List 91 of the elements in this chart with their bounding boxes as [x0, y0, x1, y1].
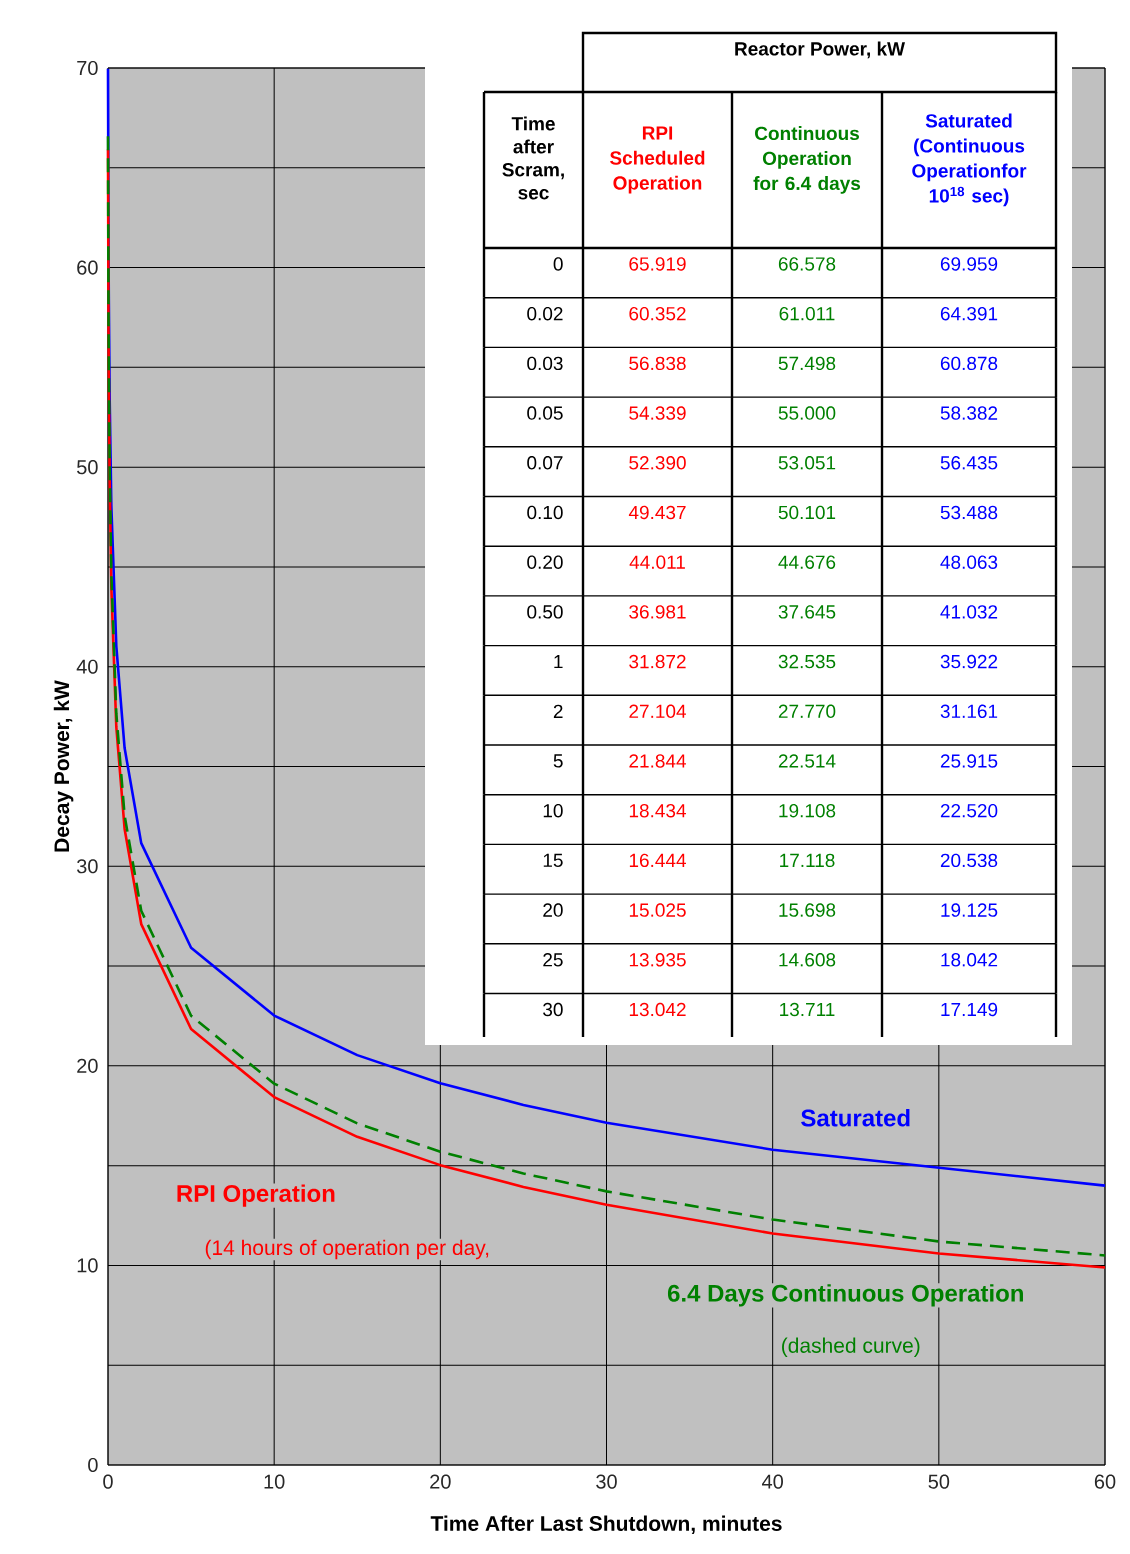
y-axis-title: Decay Power, kW: [53, 680, 74, 852]
annotation: 37.645: [778, 605, 836, 619]
annotation: 64.391: [940, 306, 998, 321]
annotation: 44.676: [778, 555, 836, 569]
annotation: 27.770: [778, 704, 836, 719]
annotation: 25.915: [940, 754, 998, 768]
annotation: 41.032: [940, 605, 998, 619]
y-tick-label: 70: [77, 60, 98, 76]
annotation: Saturated (Continuous Operationfor 10$^{18}$ sec): [912, 113, 1027, 207]
annotation: 48.063: [940, 555, 998, 569]
annotation: 30: [543, 1002, 563, 1017]
annotation: 15.698: [779, 903, 836, 917]
annotation: 53.051: [778, 456, 836, 470]
annotation: 35.922: [940, 654, 998, 669]
x-tick-label: 50: [928, 1474, 950, 1489]
text: Reactor Power, kW: [735, 41, 905, 59]
annotation: 58.382: [940, 406, 998, 420]
annotation: 20.538: [940, 853, 998, 868]
annotation: 1: [554, 655, 563, 669]
annotation: 22.520: [940, 803, 998, 818]
x-tick-label: 40: [762, 1474, 783, 1489]
x-tick-label: 0: [103, 1474, 113, 1489]
annotation: 66.578: [778, 257, 836, 271]
annotation: 20: [543, 903, 563, 917]
annotation: 2: [553, 704, 563, 718]
annotation: 0: [553, 257, 563, 271]
annotation: 19.108: [779, 803, 836, 818]
series-label: Saturated: [801, 1108, 910, 1127]
annotation: 52.390: [629, 456, 686, 470]
annotation: 31.161: [940, 704, 998, 719]
x-tick-label: 30: [596, 1474, 617, 1489]
annotation: 0.50: [527, 605, 563, 619]
annotation: 36.981: [629, 605, 686, 619]
annotation: 15.025: [629, 903, 686, 917]
annotation: 55.000: [778, 406, 836, 420]
series-label: 6.4 Days Continuous Operation: [667, 1284, 1023, 1307]
annotation: 0.20: [527, 555, 563, 569]
annotation: 0.10: [527, 505, 563, 520]
x-tick-label: 20: [430, 1474, 451, 1489]
annotation: Continuous Operation for 6.4 days: [753, 126, 861, 194]
annotation: 60.878: [940, 356, 998, 371]
annotation: 0.05: [527, 406, 563, 420]
annotation: 57.498: [778, 356, 836, 371]
annotation: 0.07: [527, 456, 563, 470]
annotation: 50.101: [778, 505, 836, 520]
annotation: 14.608: [779, 953, 836, 967]
annotation: 5: [553, 754, 563, 768]
y-tick-label: 60: [77, 260, 98, 275]
annotation: 32.535: [778, 654, 836, 669]
annotation: 10: [543, 803, 563, 818]
text: RPI Operation: [177, 1184, 335, 1207]
annotation: 0.02: [527, 306, 563, 321]
annotation: 13.711: [780, 1002, 835, 1017]
annotation: (dashed curve): [782, 1337, 920, 1358]
y-tick-label: 30: [76, 859, 98, 874]
annotation: RPI Scheduled Operation: [610, 126, 705, 194]
x-axis-title: Time After Last Shutdown, minutes: [430, 1515, 782, 1535]
annotation: 0.03: [527, 356, 563, 371]
annotation: 17.149: [941, 1002, 998, 1017]
annotation: 60.352: [629, 306, 686, 321]
annotation: 22.514: [778, 754, 836, 768]
x-tick-label: 60: [1094, 1474, 1116, 1489]
annotation: 56.838: [629, 356, 686, 371]
annotation: 21.844: [629, 754, 686, 768]
y-tick-label: 10: [77, 1258, 98, 1273]
y-tick-label: 20: [77, 1058, 98, 1073]
y-tick-label: 50: [77, 460, 98, 475]
annotation: 13.042: [629, 1002, 686, 1017]
x-tick-label: 10: [264, 1474, 285, 1489]
y-tick-label: 0: [88, 1457, 98, 1473]
annotation: 15: [543, 853, 563, 868]
annotation: 18.434: [629, 803, 686, 818]
annotation: 19.125: [941, 903, 998, 917]
annotation: 54.339: [629, 406, 686, 420]
annotation: 53.488: [940, 505, 998, 520]
annotation: 13.935: [629, 953, 686, 967]
annotation: 56.435: [940, 456, 998, 470]
annotation: 65.919: [629, 257, 686, 271]
annotation: (14 hours of operation per day,: [205, 1239, 489, 1260]
annotation: 27.104: [629, 704, 686, 719]
annotation: 61.011: [779, 306, 835, 321]
annotation: Time after Scram, sec: [502, 116, 564, 200]
annotation: 44.011: [629, 555, 685, 569]
annotation: 69.959: [940, 257, 998, 271]
annotation: 17.118: [780, 853, 835, 868]
y-tick-label: 40: [76, 659, 98, 674]
annotation: 18.042: [941, 953, 998, 967]
annotation: 25: [543, 953, 563, 967]
annotation: 49.437: [628, 505, 686, 520]
annotation: 31.872: [629, 654, 686, 669]
annotation: 16.444: [629, 853, 686, 868]
